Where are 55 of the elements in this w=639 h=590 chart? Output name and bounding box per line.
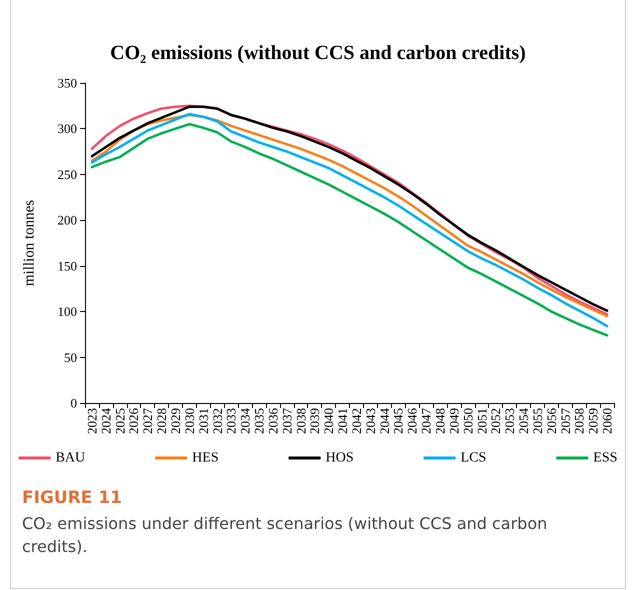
legend-label: HOS — [326, 450, 354, 466]
x-tick-label: 2045 — [390, 408, 406, 434]
x-tick-label: 2040 — [321, 408, 336, 434]
text: CO₂ emissions under different scenarios (without CCS and carbon credits). — [22, 513, 548, 558]
x-tick-label: 2028 — [154, 408, 170, 434]
x-tick-label: 2037 — [279, 408, 294, 434]
x-tick-label: 2050 — [460, 408, 476, 434]
y-tick-label: 350 — [58, 76, 77, 90]
y-tick-label: 50 — [64, 350, 77, 365]
x-tick-label: 2051 — [474, 408, 490, 434]
x-tick-label: 2024 — [98, 408, 114, 434]
x-tick-label: 2029 — [168, 408, 183, 434]
x-tick-label: 2023 — [84, 408, 100, 434]
x-tick-label: 2049 — [446, 408, 462, 434]
y-tick-label: 150 — [58, 258, 77, 274]
x-tick-label: 2046 — [404, 408, 420, 434]
y-tick-label: 200 — [58, 212, 77, 228]
x-tick-label: 2053 — [502, 408, 518, 434]
x-tick-label: 2036 — [265, 408, 280, 434]
legend-label: LCS — [460, 450, 486, 466]
y-tick-label: 300 — [58, 121, 77, 136]
x-tick-label: 2044 — [376, 408, 392, 434]
y-tick-label: 100 — [58, 304, 77, 320]
x-tick-label: 2060 — [600, 408, 615, 434]
y-axis-title: million tonnes — [22, 200, 38, 286]
caption: FIGURE 11 — [22, 488, 123, 508]
x-tick-label: 2032 — [210, 408, 225, 434]
x-tick-label: 2034 — [238, 408, 253, 434]
legend-label: ESS — [593, 450, 618, 466]
x-tick-label: 2038 — [293, 408, 308, 434]
x-tick-label: 2048 — [432, 408, 448, 434]
legend-label: BAU — [56, 450, 86, 466]
x-tick-label: 2033 — [224, 408, 239, 434]
x-tick-label: 2043 — [362, 408, 378, 434]
x-tick-label: 2052 — [488, 408, 504, 434]
x-tick-label: 2047 — [418, 408, 434, 434]
x-tick-label: 2026 — [126, 408, 142, 434]
x-tick-label: 2025 — [112, 408, 128, 434]
x-tick-label: 2027 — [140, 408, 156, 434]
x-tick-label: 2054 — [516, 408, 532, 434]
x-tick-label: 2030 — [182, 408, 197, 434]
y-tick-label: 250 — [58, 166, 77, 182]
x-tick-label: 2035 — [252, 408, 267, 434]
x-tick-label: 2058 — [572, 408, 587, 434]
x-tick-label: 2057 — [558, 408, 573, 434]
x-tick-label: 2031 — [196, 408, 211, 434]
chart-title: CO₂ emissions (without CCS and carbon credits) — [110, 42, 526, 64]
x-tick-label: 2042 — [348, 408, 364, 434]
x-tick-label: 2039 — [307, 408, 322, 434]
legend-label: HES — [192, 450, 219, 466]
x-tick-label: 2059 — [586, 408, 601, 434]
x-tick-label: 2041 — [335, 408, 350, 434]
y-tick-label: 0 — [70, 396, 77, 410]
x-tick-label: 2055 — [530, 408, 545, 434]
x-tick-label: 2056 — [544, 408, 559, 434]
